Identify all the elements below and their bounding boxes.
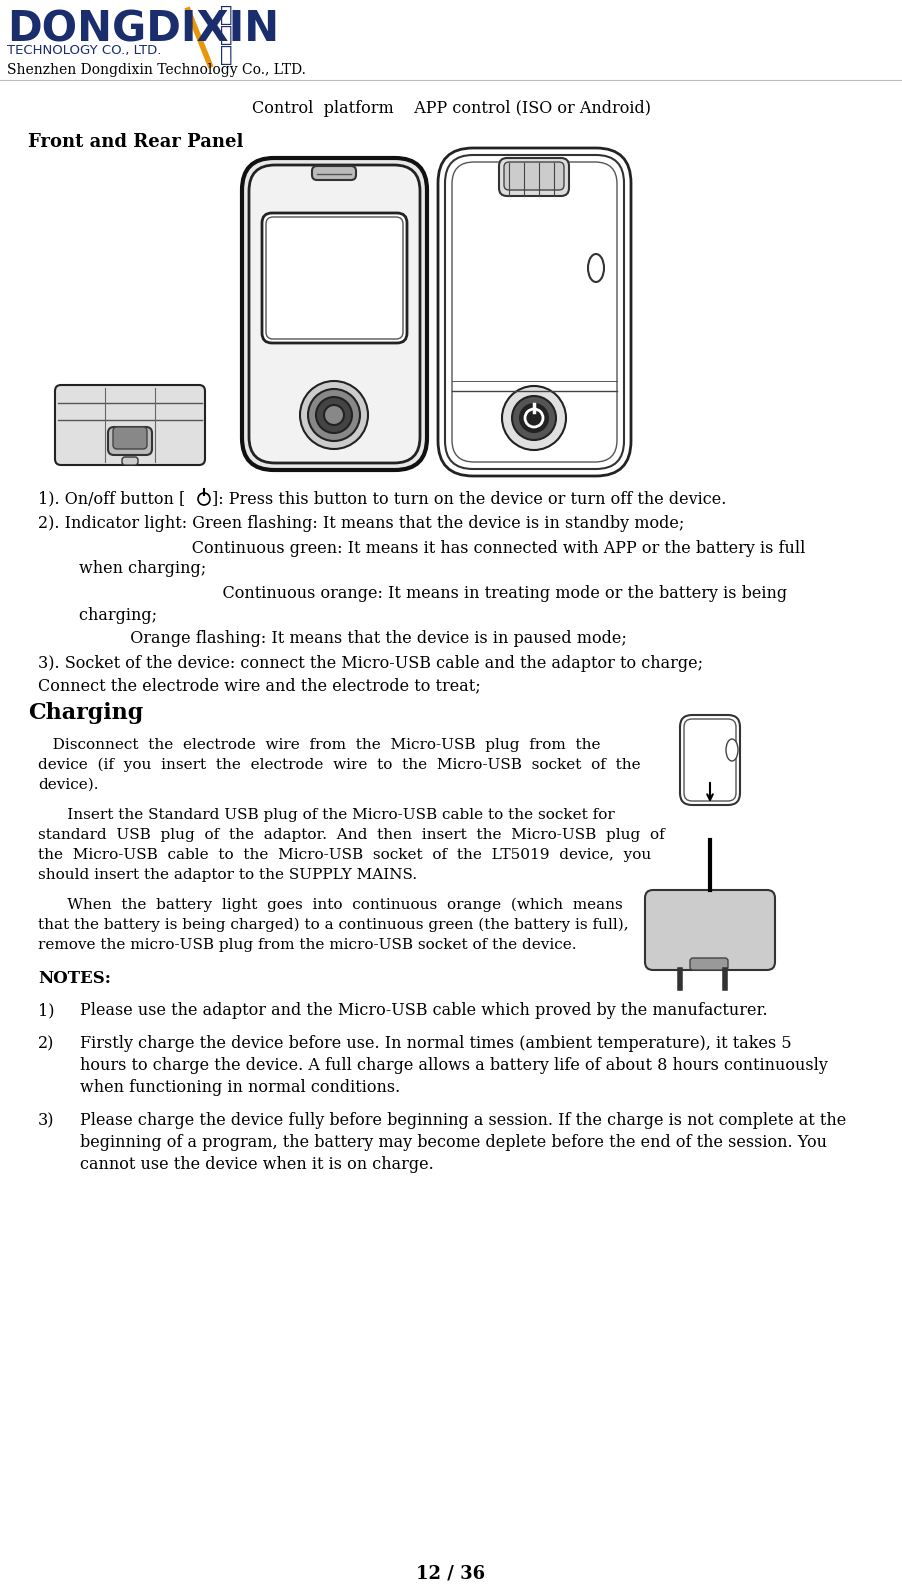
Text: Control  platform    APP control (ISO or Android): Control platform APP control (ISO or And… [252,100,650,117]
Text: 1). On/off button [: 1). On/off button [ [38,490,185,507]
Text: TECHNOLOGY CO., LTD.: TECHNOLOGY CO., LTD. [7,44,161,57]
Text: Continuous green: It means it has connected with APP or the battery is full: Continuous green: It means it has connec… [38,540,805,556]
Circle shape [502,387,566,450]
FancyBboxPatch shape [122,456,138,464]
Circle shape [316,396,352,433]
Circle shape [512,396,556,441]
Text: 12 / 36: 12 / 36 [417,1564,485,1583]
Text: Front and Rear Panel: Front and Rear Panel [28,133,244,151]
FancyBboxPatch shape [249,165,420,463]
Text: the  Micro-USB  cable  to  the  Micro-USB  socket  of  the  LT5019  device,  you: the Micro-USB cable to the Micro-USB soc… [38,848,651,862]
Text: beginning of a program, the battery may become deplete before the end of the ses: beginning of a program, the battery may … [80,1133,827,1151]
Text: DONGDIXIN: DONGDIXIN [7,8,279,51]
FancyBboxPatch shape [680,715,740,805]
FancyBboxPatch shape [55,385,205,464]
FancyBboxPatch shape [645,891,775,970]
FancyBboxPatch shape [499,158,569,197]
Text: device  (if  you  insert  the  electrode  wire  to  the  Micro-USB  socket  of  : device (if you insert the electrode wire… [38,758,640,772]
Circle shape [308,388,360,441]
FancyBboxPatch shape [438,147,631,476]
Text: 3): 3) [38,1113,54,1129]
FancyBboxPatch shape [684,720,736,800]
Circle shape [520,404,548,433]
Text: Insert the Standard USB plug of the Micro-USB cable to the socket for: Insert the Standard USB plug of the Micr… [38,808,615,823]
Text: charging;: charging; [38,607,157,624]
FancyBboxPatch shape [690,957,728,970]
FancyBboxPatch shape [113,426,147,449]
Text: Orange flashing: It means that the device is in paused mode;: Orange flashing: It means that the devic… [38,629,627,647]
Text: NOTES:: NOTES: [38,970,111,987]
Text: 2). Indicator light: Green flashing: It means that the device is in standby mode: 2). Indicator light: Green flashing: It … [38,515,685,533]
FancyBboxPatch shape [108,426,152,455]
FancyBboxPatch shape [262,212,407,342]
FancyBboxPatch shape [452,162,617,461]
Ellipse shape [726,739,738,761]
Text: ]: Press this button to turn on the device or turn off the device.: ]: Press this button to turn on the devi… [212,490,726,507]
Text: Disconnect  the  electrode  wire  from  the  Micro-USB  plug  from  the: Disconnect the electrode wire from the M… [38,739,601,751]
Text: when charging;: when charging; [38,560,207,577]
Circle shape [324,406,344,425]
Text: Charging: Charging [28,702,143,724]
Text: 2): 2) [38,1035,54,1052]
FancyBboxPatch shape [242,158,427,471]
Text: When  the  battery  light  goes  into  continuous  orange  (which  means: When the battery light goes into continu… [38,899,622,913]
Text: 迪: 迪 [220,25,233,44]
Text: 3). Socket of the device: connect the Micro-USB cable and the adaptor to charge;: 3). Socket of the device: connect the Mi… [38,655,704,672]
Text: Firstly charge the device before use. In normal times (ambient temperature), it : Firstly charge the device before use. In… [80,1035,792,1052]
FancyBboxPatch shape [504,162,564,190]
Text: 東: 東 [220,5,233,25]
Text: should insert the adaptor to the SUPPLY MAINS.: should insert the adaptor to the SUPPLY … [38,869,417,881]
Text: device).: device). [38,778,98,792]
Text: remove the micro-USB plug from the micro-USB socket of the device.: remove the micro-USB plug from the micro… [38,938,576,953]
Text: Continuous orange: It means in treating mode or the battery is being: Continuous orange: It means in treating … [38,585,787,602]
Text: 欣: 欣 [220,44,233,65]
Circle shape [198,493,210,506]
Text: when functioning in normal conditions.: when functioning in normal conditions. [80,1079,400,1095]
Text: Please charge the device fully before beginning a session. If the charge is not : Please charge the device fully before be… [80,1113,846,1129]
FancyBboxPatch shape [266,217,403,339]
FancyBboxPatch shape [445,155,624,469]
Text: hours to charge the device. A full charge allows a battery life of about 8 hours: hours to charge the device. A full charg… [80,1057,828,1075]
Text: that the battery is being charged) to a continuous green (the battery is full),: that the battery is being charged) to a … [38,918,629,932]
Text: Shenzhen Dongdixin Technology Co., LTD.: Shenzhen Dongdixin Technology Co., LTD. [7,63,306,78]
Ellipse shape [588,254,604,282]
Text: cannot use the device when it is on charge.: cannot use the device when it is on char… [80,1155,434,1173]
Text: Please use the adaptor and the Micro-USB cable which proved by the manufacturer.: Please use the adaptor and the Micro-USB… [80,1002,768,1019]
Circle shape [300,380,368,449]
Text: Connect the electrode wire and the electrode to treat;: Connect the electrode wire and the elect… [38,677,481,694]
FancyBboxPatch shape [312,166,356,181]
Text: standard  USB  plug  of  the  adaptor.  And  then  insert  the  Micro-USB  plug : standard USB plug of the adaptor. And th… [38,827,665,842]
Text: 1): 1) [38,1002,54,1019]
